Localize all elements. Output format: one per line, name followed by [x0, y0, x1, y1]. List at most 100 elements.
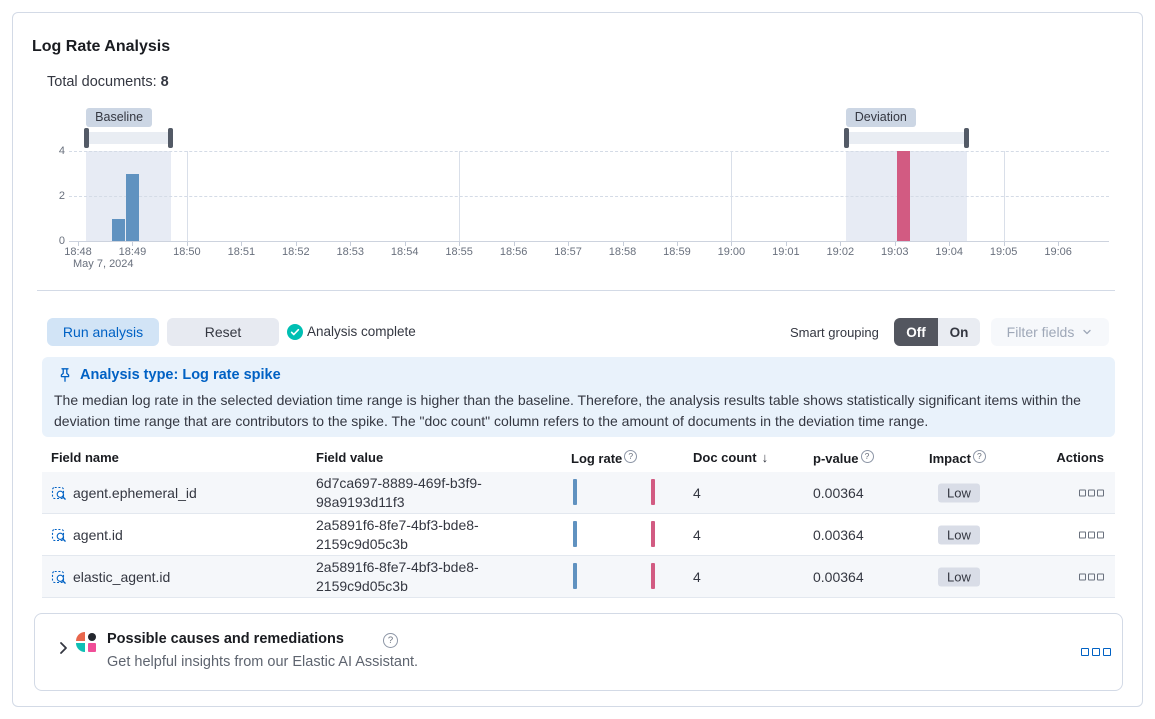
header-log-rate[interactable]: Log rate? [571, 450, 638, 466]
total-documents-label: Total documents: [47, 74, 157, 90]
log-rate-analysis-panel: Log Rate Analysis Total documents: 8 0 2 4… [12, 12, 1143, 707]
deviation-brush[interactable] [843, 128, 970, 148]
chevron-down-icon [1083, 329, 1092, 335]
x-tickmark [1058, 242, 1060, 246]
x-tickmark [731, 242, 733, 246]
analysis-type-callout: Analysis type: Log rate spike The median… [42, 357, 1115, 437]
doc-count-value: 4 [693, 568, 701, 585]
x-axis-label: 18:53 [336, 246, 365, 258]
smart-grouping-on-button[interactable]: On [938, 318, 980, 346]
doc-count-value: 4 [693, 526, 701, 543]
field-filter-icon[interactable] [51, 569, 67, 585]
baseline-badge: Baseline [86, 108, 153, 127]
sort-desc-icon[interactable]: ↓ [761, 450, 769, 465]
info-icon[interactable]: ? [624, 450, 638, 463]
baseline-brush[interactable] [84, 128, 173, 148]
deviation-bar [897, 151, 911, 241]
field-value: 2a5891f6-8fe7-4bf3-bde8-2159c9d05c3b [316, 558, 479, 594]
x-axis-label: 19:03 [880, 246, 909, 258]
p-value: 0.00364 [813, 526, 864, 543]
x-axis-label: 18:52 [282, 246, 310, 258]
field-name: agent.ephemeral_id [73, 484, 197, 501]
field-value: 2a5891f6-8fe7-4bf3-bde8-2159c9d05c3b [316, 516, 479, 552]
smart-grouping-label: Smart grouping [790, 325, 879, 340]
log-rate-deviation-bar [651, 479, 655, 505]
x-tickmark [78, 242, 79, 246]
header-doc-count[interactable]: Doc count ↓ [693, 450, 769, 465]
pin-icon [60, 368, 70, 382]
filter-fields-label: Filter fields [1006, 324, 1075, 340]
x-axis-label: 18:54 [390, 246, 419, 258]
header-actions: Actions [1056, 450, 1104, 465]
header-field-value[interactable]: Field value [316, 450, 384, 465]
header-impact[interactable]: Impact? [929, 450, 986, 466]
x-axis-label: 18:58 [608, 246, 637, 258]
section-divider [37, 290, 1115, 291]
x-axis-label: 19:02 [826, 246, 855, 258]
deviation-badge: Deviation [845, 108, 916, 127]
field-filter-icon[interactable] [51, 485, 67, 501]
x-axis-label: 18:56 [499, 246, 528, 258]
info-icon[interactable]: ? [972, 450, 986, 463]
reset-button[interactable]: Reset [167, 318, 279, 346]
table-row: agent.ephemeral_id 6d7ca697-8889-469f-b3… [42, 472, 1115, 514]
baseline-bar [112, 218, 126, 241]
x-axis-label: 18:51 [227, 246, 256, 258]
filter-fields-button[interactable]: Filter fields [991, 318, 1109, 346]
table-row: agent.id 2a5891f6-8fe7-4bf3-bde8-2159c9d… [42, 514, 1115, 556]
x-tickmark [513, 242, 515, 246]
header-p-value[interactable]: p-value? [813, 450, 874, 466]
x-tickmark [785, 242, 787, 246]
log-rate-baseline-bar [573, 563, 577, 589]
x-tickmark [622, 242, 624, 246]
x-axis-label: 18:57 [554, 246, 582, 258]
baseline-brush-handle-left[interactable] [84, 128, 90, 148]
x-tickmark [350, 242, 352, 246]
y-gridline [69, 151, 1109, 152]
help-icon[interactable]: ? [383, 633, 398, 648]
row-actions-button[interactable] [1079, 531, 1104, 538]
baseline-brush-handle-right[interactable] [167, 128, 173, 148]
deviation-brush-handle-left[interactable] [843, 128, 849, 148]
x-axis-label: 19:01 [772, 246, 800, 258]
y-axis-label: 4 [58, 145, 65, 157]
page-title: Log Rate Analysis [32, 38, 171, 55]
log-rate-baseline-bar [573, 521, 577, 547]
row-actions-button[interactable] [1079, 489, 1104, 496]
deviation-brush-handle-right[interactable] [964, 128, 970, 148]
panel-actions-button[interactable] [1081, 648, 1111, 656]
impact-badge: Low [938, 483, 980, 502]
results-table-header: Field name Field value Log rate? Doc cou… [42, 448, 1115, 473]
impact-badge: Low [938, 567, 980, 586]
x-gridline [731, 151, 733, 241]
analysis-status-text: Analysis complete [307, 324, 416, 339]
log-rate-deviation-bar [651, 521, 655, 547]
field-name: agent.id [73, 526, 123, 543]
info-icon[interactable]: ? [860, 450, 874, 463]
total-documents-value: 8 [160, 74, 169, 90]
smart-grouping-off-button[interactable]: Off [894, 318, 938, 346]
x-axis-label: 18:59 [663, 246, 691, 258]
row-actions-button[interactable] [1079, 573, 1104, 580]
x-tickmark [568, 242, 570, 246]
possible-causes-subtitle: Get helpful insights from our Elastic AI… [107, 654, 419, 670]
x-tickmark [132, 242, 134, 246]
x-tickmark [894, 242, 896, 246]
x-axis-label: 18:48 [64, 246, 92, 258]
callout-body: The median log rate in the selected devi… [54, 392, 1081, 429]
x-tickmark [676, 242, 678, 246]
x-tickmark [840, 242, 842, 246]
x-tickmark [1003, 242, 1005, 246]
run-analysis-button[interactable]: Run analysis [47, 318, 159, 346]
field-name: elastic_agent.id [73, 568, 171, 585]
x-axis-label: 18:55 [445, 246, 473, 258]
y-gridline [69, 241, 1109, 242]
header-field-name[interactable]: Field name [51, 450, 119, 465]
p-value: 0.00364 [813, 568, 864, 585]
field-filter-icon[interactable] [51, 527, 67, 543]
impact-badge: Low [938, 525, 980, 544]
x-axis-label: 18:49 [118, 246, 147, 258]
chevron-right-icon[interactable] [55, 640, 71, 656]
x-axis-label: 19:04 [935, 246, 963, 258]
x-tickmark [241, 242, 243, 246]
